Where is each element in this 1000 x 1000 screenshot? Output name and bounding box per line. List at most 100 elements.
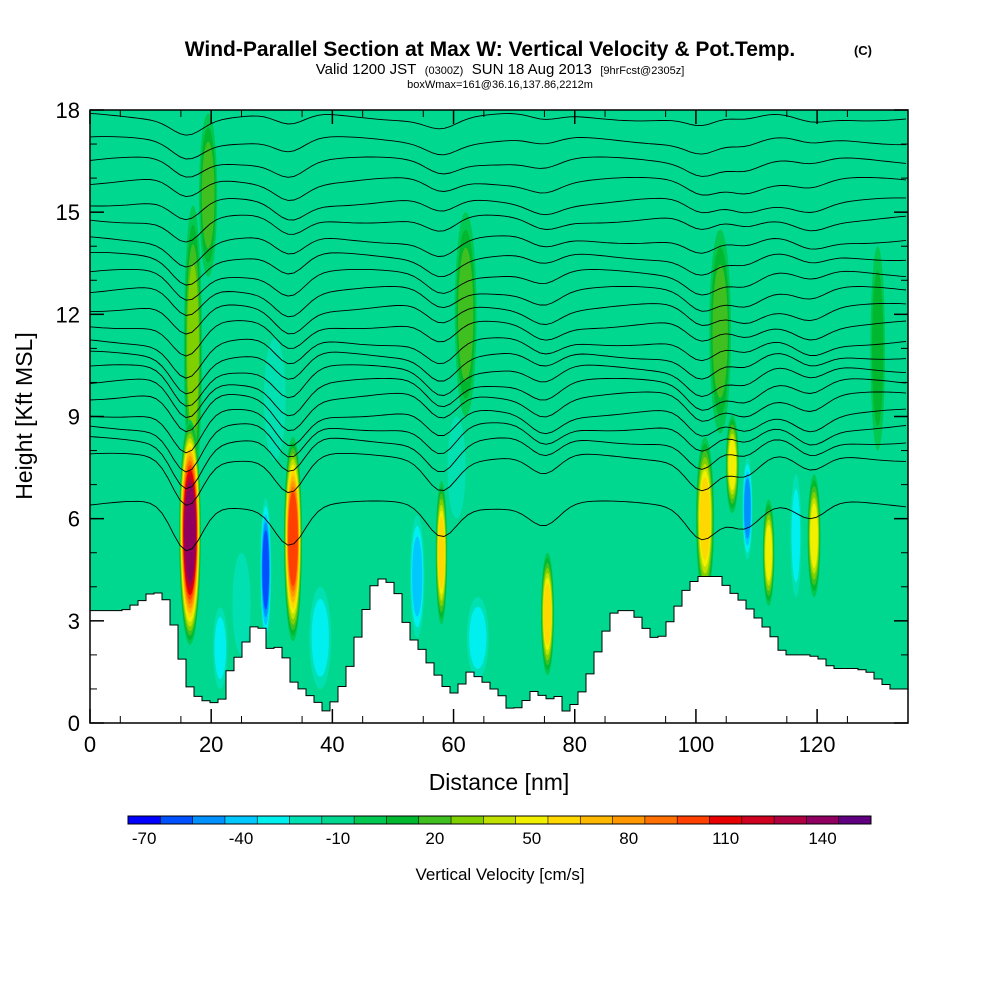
velocity-contour <box>810 503 818 568</box>
velocity-feature <box>762 499 775 606</box>
y-tick-label: 3 <box>68 609 80 634</box>
velocity-feature <box>213 607 228 689</box>
colorbar-tick-label: -10 <box>326 829 351 848</box>
velocity-feature <box>807 474 821 597</box>
velocity-contour <box>543 582 552 646</box>
isotherm-line <box>90 391 907 433</box>
velocity-feature <box>612 144 635 349</box>
colorbar-tick-label: -40 <box>229 829 254 848</box>
isotherm-line <box>90 302 907 335</box>
velocity-feature <box>454 212 477 417</box>
colorbar-swatch <box>192 816 226 824</box>
velocity-feature <box>199 113 218 277</box>
colorbar-tick-label: -70 <box>132 829 157 848</box>
velocity-feature <box>409 515 425 638</box>
velocity-contour <box>187 263 199 434</box>
velocity-contour <box>712 264 728 399</box>
colorbar-tick-label: 20 <box>425 829 444 848</box>
y-tick-label: 9 <box>68 405 80 430</box>
y-axis-label: Height [Kft MSL] <box>11 332 37 499</box>
isotherm-line <box>90 436 907 490</box>
colorbar-swatch <box>289 816 323 824</box>
velocity-contour <box>184 482 196 582</box>
subtitle-date: SUN 18 Aug 2013 <box>472 61 592 78</box>
velocity-feature <box>695 436 715 601</box>
velocity-feature <box>466 596 489 679</box>
subtitle-fcst: [9hrFcst@2305z] <box>600 65 684 77</box>
isotherm-contours <box>90 112 907 552</box>
velocity-contour <box>412 536 423 617</box>
velocity-feature <box>870 246 885 451</box>
chart-title: Wind-Parallel Section at Max W: Vertical… <box>185 38 796 61</box>
velocity-feature <box>435 481 448 625</box>
colorbar-swatch <box>774 816 807 824</box>
isotherm-line <box>90 176 907 201</box>
velocity-feature <box>131 191 158 437</box>
velocity-contour <box>728 438 737 490</box>
velocity-contour <box>263 338 286 461</box>
colorbar-tick-label: 110 <box>712 829 739 848</box>
velocity-contour <box>311 599 329 677</box>
velocity-contour <box>765 524 773 581</box>
velocity-contour <box>232 552 251 655</box>
velocity-contour <box>469 606 487 669</box>
colorbar-tick-label: 50 <box>522 829 541 848</box>
isotherm-line <box>90 112 907 136</box>
velocity-features <box>131 113 885 689</box>
isotherm-line <box>90 500 907 552</box>
velocity-feature <box>309 586 332 689</box>
isotherm-line <box>90 235 907 268</box>
colorbar-swatch <box>386 816 420 824</box>
plot-area <box>90 110 908 723</box>
colorbar-swatch <box>806 816 840 824</box>
x-tick-label: 100 <box>678 732 715 757</box>
colorbar-swatch <box>418 816 452 824</box>
velocity-contour <box>288 491 298 587</box>
velocity-contour <box>871 270 884 426</box>
colorbar-swatch <box>644 816 678 824</box>
velocity-contour <box>438 516 445 589</box>
velocity-contour <box>791 489 801 583</box>
colorbar-swatch <box>612 816 646 824</box>
colorbar-swatch <box>451 816 484 824</box>
colorbar-swatch <box>128 816 161 824</box>
isotherm-line <box>90 136 906 160</box>
isotherm-line <box>90 320 907 357</box>
isotherm-line <box>90 350 907 395</box>
x-tick-label: 60 <box>441 732 465 757</box>
colorbar-swatch <box>838 816 872 824</box>
y-tick-label: 15 <box>56 200 80 225</box>
chart-subtitle: Valid 1200 JST (0300Z) SUN 18 Aug 2013 [… <box>316 61 685 78</box>
x-tick-label: 40 <box>320 732 344 757</box>
colorbar-swatch <box>741 816 775 824</box>
subtitle-valid: Valid 1200 JST <box>316 61 417 78</box>
subtitle-z: (0300Z) <box>425 65 464 77</box>
isotherm-line <box>90 285 907 318</box>
velocity-contour <box>214 617 227 680</box>
velocity-contour <box>447 416 466 519</box>
colorbar-tick-label: 140 <box>808 829 836 848</box>
x-tick-label: 80 <box>562 732 586 757</box>
colorbar-label: Vertical Velocity [cm/s] <box>415 865 584 884</box>
colorbar-tick-label: 80 <box>619 829 638 848</box>
velocity-feature <box>179 419 201 645</box>
x-tick-label: 120 <box>799 732 836 757</box>
isotherm-line <box>90 251 907 286</box>
colorbar-swatch <box>677 816 710 824</box>
isotherm-line <box>90 422 907 473</box>
isotherm-line <box>90 364 907 407</box>
y-tick-label: 18 <box>56 98 80 123</box>
velocity-contour <box>612 144 635 349</box>
colorbar: -70 -40 -10 20 50 80 110 140 <box>127 815 872 848</box>
isotherm-line <box>90 408 907 454</box>
y-tick-label: 0 <box>68 711 80 736</box>
velocity-feature <box>790 474 802 597</box>
x-tick-label: 0 <box>84 732 96 757</box>
colorbar-frame <box>127 815 872 825</box>
velocity-feature <box>742 457 753 560</box>
velocity-contour <box>262 530 270 610</box>
y-tick-label: 12 <box>56 302 80 327</box>
velocity-feature <box>260 498 272 642</box>
velocity-feature <box>232 552 251 655</box>
